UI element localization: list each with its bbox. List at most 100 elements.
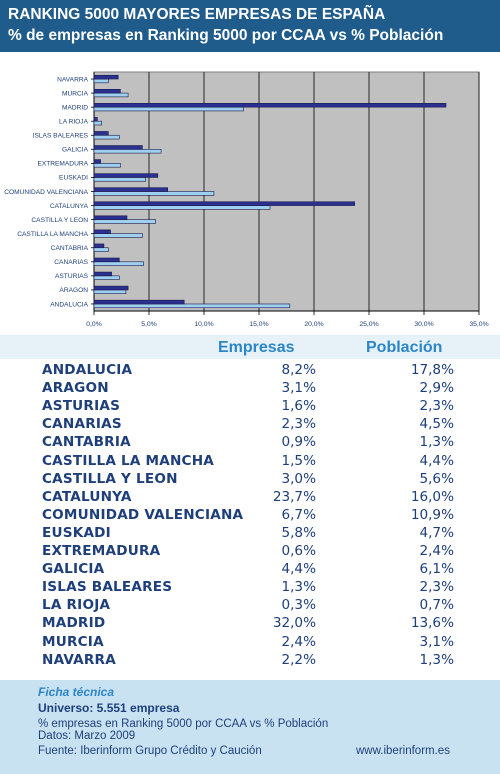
row-region-name: COMUNIDAD VALENCIANA — [42, 506, 244, 523]
row-empresas-value: 3,1% — [281, 380, 316, 397]
bar-empresas — [93, 201, 356, 206]
bar-poblacion — [93, 149, 162, 154]
table-row: CASTILLA Y LEON 3,0% 5,6% — [0, 471, 500, 489]
y-category-label: EUSKADI — [59, 175, 88, 182]
table-row: CANTABRIA 0,9% 1,3% — [0, 434, 500, 452]
footer-website-link[interactable]: www.iberinform.es — [356, 745, 450, 757]
row-poblacion-value: 1,3% — [419, 434, 454, 451]
row-region-name: CASTILLA Y LEON — [42, 470, 178, 487]
bar-empresas — [93, 88, 121, 94]
table-row: ANDALUCIA 8,2% 17,8% — [0, 362, 500, 380]
table-row: EXTREMADURA 0,6% 2,4% — [0, 543, 500, 561]
row-empresas-value: 1,5% — [281, 452, 316, 469]
bar-poblacion — [93, 120, 102, 126]
bar-empresas — [93, 131, 109, 136]
y-category-label: MADRID — [62, 104, 88, 111]
table-row: ISLAS BALEARES 1,3% 2,3% — [0, 579, 500, 597]
bar-poblacion — [93, 247, 109, 252]
x-tick-label: 5,0% — [141, 321, 157, 328]
row-empresas-value: 8,2% — [281, 362, 316, 378]
y-category-label: LA RIOJA — [59, 119, 89, 126]
row-region-name: GALICIA — [42, 561, 105, 578]
table-row: ARAGON 3,1% 2,9% — [0, 380, 500, 398]
row-poblacion-value: 4,7% — [419, 524, 454, 541]
bar-empresas — [93, 229, 111, 234]
row-region-name: EUSKADI — [42, 524, 111, 541]
y-category-label: ARAGON — [59, 287, 88, 294]
bar-empresas — [93, 145, 143, 150]
bar-poblacion — [93, 205, 271, 210]
row-empresas-value: 23,7% — [272, 488, 316, 505]
row-region-name: LA RIOJA — [42, 597, 111, 614]
row-empresas-value: 32,0% — [272, 615, 316, 632]
row-empresas-value: 1,6% — [281, 398, 316, 415]
row-poblacion-value: 1,3% — [419, 651, 454, 668]
bar-poblacion — [93, 92, 129, 98]
bar-poblacion — [93, 191, 215, 196]
x-tick-label: 20,0% — [304, 321, 323, 328]
row-empresas-value: 0,9% — [281, 434, 316, 451]
y-category-label: CATALUNYA — [50, 203, 89, 210]
row-region-name: CANTABRIA — [42, 434, 131, 451]
row-poblacion-value: 2,3% — [419, 398, 454, 415]
table-row: LA RIOJA 0,3% 0,7% — [0, 597, 500, 615]
row-region-name: MURCIA — [42, 633, 104, 650]
bar-chart: 0,0% 5,0% 10,0% 15,0% 20,0% 25,0% 30,0% 35,0% AN… — [0, 52, 500, 335]
bar-empresas — [93, 257, 120, 263]
y-category-label: COMUNIDAD VALENCIANA — [4, 189, 88, 196]
bar-empresas — [93, 74, 119, 80]
bar-empresas — [93, 271, 112, 277]
row-empresas-value: 2,4% — [281, 633, 316, 650]
header-banner: RANKING 5000 MAYORES EMPRESAS DE ESPAÑA … — [0, 0, 500, 52]
row-empresas-value: 2,2% — [281, 651, 316, 668]
table-row: NAVARRA 2,2% 1,3% — [0, 652, 500, 670]
row-poblacion-value: 2,4% — [419, 543, 454, 559]
row-empresas-value: 0,3% — [281, 597, 316, 614]
bar-poblacion — [93, 134, 120, 140]
bar-empresas — [93, 299, 185, 305]
row-poblacion-value: 10,9% — [410, 506, 454, 523]
bar-empresas — [93, 285, 129, 291]
x-tick-label: 35,0% — [469, 321, 488, 328]
row-empresas-value: 5,8% — [281, 524, 316, 541]
y-category-label: EXTREMADURA — [37, 161, 88, 168]
bar-empresas — [93, 103, 447, 108]
x-tick-label: 30,0% — [414, 321, 433, 328]
y-category-label: MURCIA — [62, 90, 89, 97]
column-header-poblacion: Población — [366, 339, 443, 356]
row-poblacion-value: 4,5% — [419, 416, 454, 433]
row-poblacion-value: 0,7% — [419, 597, 454, 614]
table-row: EUSKADI 5,8% 4,7% — [0, 525, 500, 543]
bar-poblacion — [93, 106, 244, 112]
bar-poblacion — [93, 78, 109, 84]
x-tick-label: 10,0% — [194, 321, 213, 328]
footer-label: Ficha técnica — [38, 685, 115, 699]
table-row: CATALUNYA 23,7% 16,0% — [0, 489, 500, 507]
footer: Ficha técnica Universo: 5.551 empresa % … — [0, 680, 500, 774]
row-region-name: CATALUNYA — [42, 488, 132, 505]
table-row: GALICIA 4,4% 6,1% — [0, 561, 500, 579]
row-poblacion-value: 6,1% — [419, 561, 454, 578]
row-poblacion-value: 2,9% — [419, 380, 454, 397]
row-empresas-value: 2,3% — [281, 416, 316, 433]
x-tick-label: 25,0% — [359, 321, 378, 328]
row-empresas-value: 3,0% — [281, 470, 316, 487]
footer-universe: Universo: 5.551 empresa — [38, 701, 180, 715]
row-poblacion-value: 4,4% — [419, 452, 454, 469]
row-empresas-value: 4,4% — [281, 561, 316, 578]
row-empresas-value: 1,3% — [281, 579, 316, 596]
y-category-label: ASTURIAS — [55, 273, 89, 280]
page-subtitle: % de empresas en Ranking 5000 por CCAA v… — [8, 27, 444, 44]
bar-poblacion — [93, 163, 121, 168]
row-empresas-value: 0,6% — [281, 543, 316, 559]
y-category-label: CANARIAS — [54, 259, 88, 266]
y-category-label: NAVARRA — [57, 76, 88, 83]
y-category-label: ISLAS BALEARES — [33, 133, 89, 140]
bar-empresas — [93, 159, 101, 164]
row-region-name: ASTURIAS — [42, 398, 121, 415]
table-row: ASTURIAS 1,6% 2,3% — [0, 398, 500, 416]
table-header-row: Empresas Población — [0, 335, 500, 359]
row-region-name: EXTREMADURA — [42, 543, 161, 559]
row-region-name: ARAGON — [42, 380, 109, 397]
footer-date: Datos: Marzo 2009 — [38, 730, 136, 742]
